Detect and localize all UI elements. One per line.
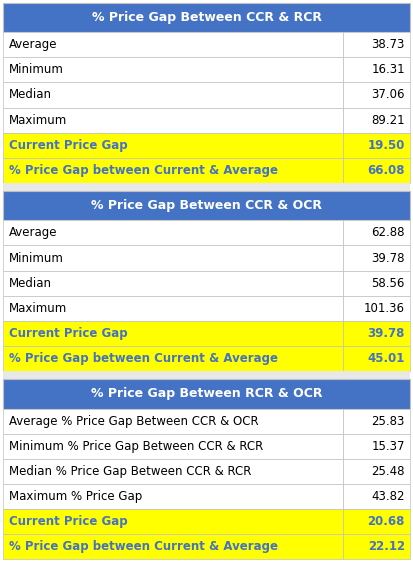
Bar (3, 83, 343, 107)
Bar (343, 434, 410, 459)
Text: Average: Average (9, 226, 57, 239)
Text: 20.68: 20.68 (368, 515, 405, 528)
Bar (3, 409, 343, 434)
Bar (3, 133, 343, 158)
Text: 37.06: 37.06 (372, 88, 405, 102)
Text: 45.01: 45.01 (368, 352, 405, 365)
Bar (3, 379, 410, 409)
Bar (343, 158, 410, 183)
Text: 19.50: 19.50 (368, 139, 405, 152)
Text: Maximum: Maximum (9, 302, 67, 315)
Text: Median: Median (9, 88, 52, 102)
Text: % Price Gap between Current & Average: % Price Gap between Current & Average (9, 540, 278, 553)
Text: % Price Gap between Current & Average: % Price Gap between Current & Average (9, 352, 278, 365)
Text: 39.78: 39.78 (368, 327, 405, 340)
Bar (343, 459, 410, 484)
Text: 62.88: 62.88 (372, 226, 405, 239)
Text: Minimum: Minimum (9, 252, 64, 265)
Bar (343, 321, 410, 346)
Bar (343, 484, 410, 509)
Bar (3, 107, 343, 133)
Text: 58.56: 58.56 (372, 277, 405, 289)
Text: Median: Median (9, 277, 52, 289)
Bar (343, 534, 410, 559)
Text: 16.31: 16.31 (371, 64, 405, 76)
Text: Minimum: Minimum (9, 64, 64, 76)
Text: % Price Gap Between CCR & OCR: % Price Gap Between CCR & OCR (91, 200, 322, 212)
Bar (3, 246, 343, 270)
Bar (343, 57, 410, 83)
Bar (3, 509, 343, 534)
Bar (343, 409, 410, 434)
Bar (3, 459, 343, 484)
Bar (343, 246, 410, 270)
Text: Average: Average (9, 38, 57, 51)
Bar (3, 220, 343, 246)
Text: 22.12: 22.12 (368, 540, 405, 553)
Text: 25.83: 25.83 (372, 415, 405, 428)
Text: Median % Price Gap Between CCR & RCR: Median % Price Gap Between CCR & RCR (9, 465, 252, 478)
Bar (3, 191, 410, 220)
Text: % Price Gap Between CCR & RCR: % Price Gap Between CCR & RCR (92, 11, 321, 24)
Text: % Price Gap between Current & Average: % Price Gap between Current & Average (9, 164, 278, 176)
Bar (3, 296, 343, 321)
Text: Minimum % Price Gap Between CCR & RCR: Minimum % Price Gap Between CCR & RCR (9, 439, 263, 452)
Bar (3, 346, 343, 371)
Text: 15.37: 15.37 (372, 439, 405, 452)
Bar (3, 371, 410, 379)
Bar (3, 534, 343, 559)
Bar (343, 32, 410, 57)
Text: Current Price Gap: Current Price Gap (9, 515, 128, 528)
Text: Maximum: Maximum (9, 114, 67, 126)
Text: 38.73: 38.73 (372, 38, 405, 51)
Text: 101.36: 101.36 (364, 302, 405, 315)
Bar (3, 484, 343, 509)
Bar (343, 346, 410, 371)
Bar (3, 32, 343, 57)
Text: 43.82: 43.82 (372, 490, 405, 503)
Bar (3, 270, 343, 296)
Text: Average % Price Gap Between CCR & OCR: Average % Price Gap Between CCR & OCR (9, 415, 259, 428)
Text: 25.48: 25.48 (372, 465, 405, 478)
Bar (343, 509, 410, 534)
Text: 39.78: 39.78 (372, 252, 405, 265)
Bar (3, 434, 343, 459)
Text: % Price Gap Between RCR & OCR: % Price Gap Between RCR & OCR (91, 387, 322, 400)
Text: 66.08: 66.08 (368, 164, 405, 176)
Text: Current Price Gap: Current Price Gap (9, 327, 128, 340)
Bar (343, 296, 410, 321)
Bar (3, 3, 410, 32)
Bar (343, 83, 410, 107)
Text: 89.21: 89.21 (371, 114, 405, 126)
Bar (343, 270, 410, 296)
Text: Maximum % Price Gap: Maximum % Price Gap (9, 490, 142, 503)
Bar (3, 183, 410, 191)
Bar (3, 321, 343, 346)
Text: Current Price Gap: Current Price Gap (9, 139, 128, 152)
Bar (3, 158, 343, 183)
Bar (343, 220, 410, 246)
Bar (343, 133, 410, 158)
Bar (343, 107, 410, 133)
Bar (3, 57, 343, 83)
